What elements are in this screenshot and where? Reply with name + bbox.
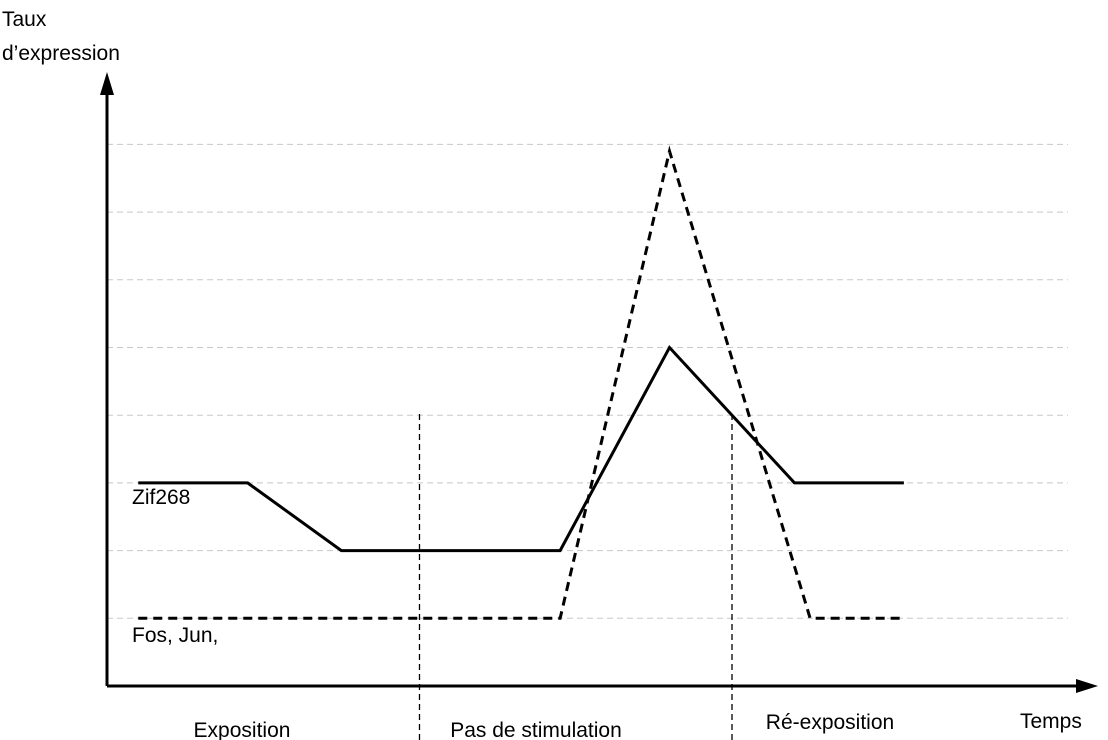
x-axis-label: Temps [1020,710,1082,733]
series-line-fos-jun [138,145,904,620]
phase-label-re-exposition: Ré-exposition [766,711,894,734]
y-axis-arrow-icon [100,72,114,95]
phase-separators [418,414,733,740]
phase-label-exposition: Exposition [194,719,291,740]
y-axis-label-line2: d’expression [2,42,120,65]
phase-label-pas-de-stimulation: Pas de stimulation [450,719,622,740]
y-axis-label-line1: Taux [2,8,47,31]
series-label-zif268: Zif268 [132,486,190,509]
series-label-fos-jun: Fos, Jun, [132,624,218,647]
series-line-zif268 [138,344,904,553]
series-layer [138,145,904,620]
grid-lines [107,143,1068,619]
x-axis-arrow-icon [1076,679,1098,693]
